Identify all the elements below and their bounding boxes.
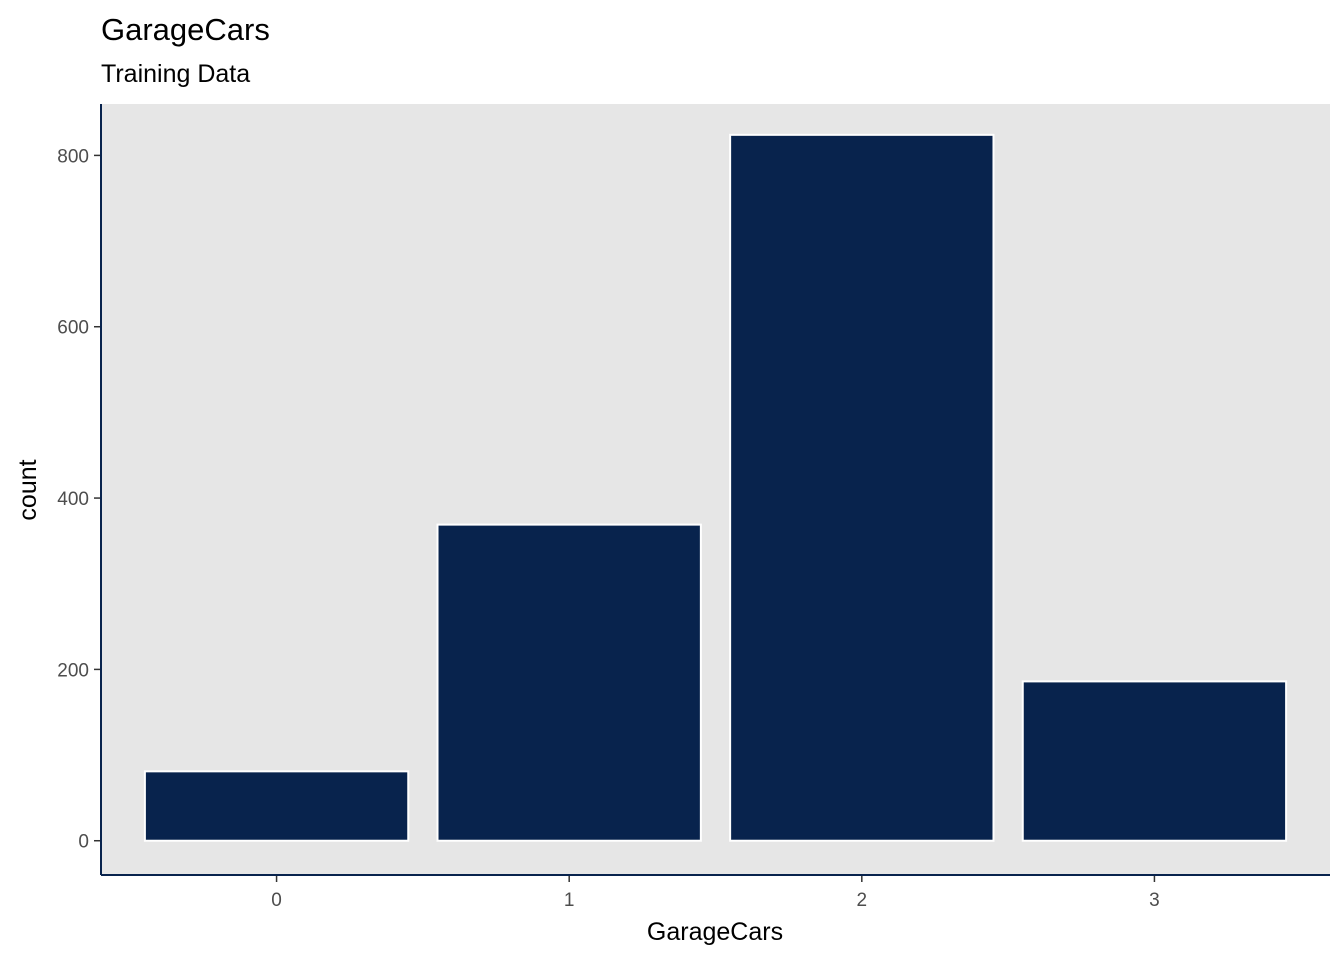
y-tick-label: 400 [57,489,89,510]
x-tick-label: 3 [1149,890,1160,911]
y-axis-title: count [14,459,42,520]
bar-1 [436,523,702,842]
y-tick-label: 800 [57,146,89,167]
x-tick-label: 1 [564,890,575,911]
chart-title: GarageCars [101,12,270,47]
y-axis-ticks: 0 200 400 600 800 [57,146,101,853]
chart-subtitle: Training Data [101,60,250,88]
bar-0 [143,770,410,842]
bars-group [143,133,1288,842]
x-tick-label: 0 [271,890,282,911]
y-tick-label: 0 [78,832,89,853]
bar-2 [729,133,995,842]
x-axis-ticks: 0 1 2 3 [271,875,1160,911]
bar-3 [1021,680,1288,842]
x-tick-label: 2 [857,890,868,911]
x-axis-title: GarageCars [647,918,783,946]
y-tick-label: 600 [57,318,89,339]
y-tick-label: 200 [57,660,89,681]
